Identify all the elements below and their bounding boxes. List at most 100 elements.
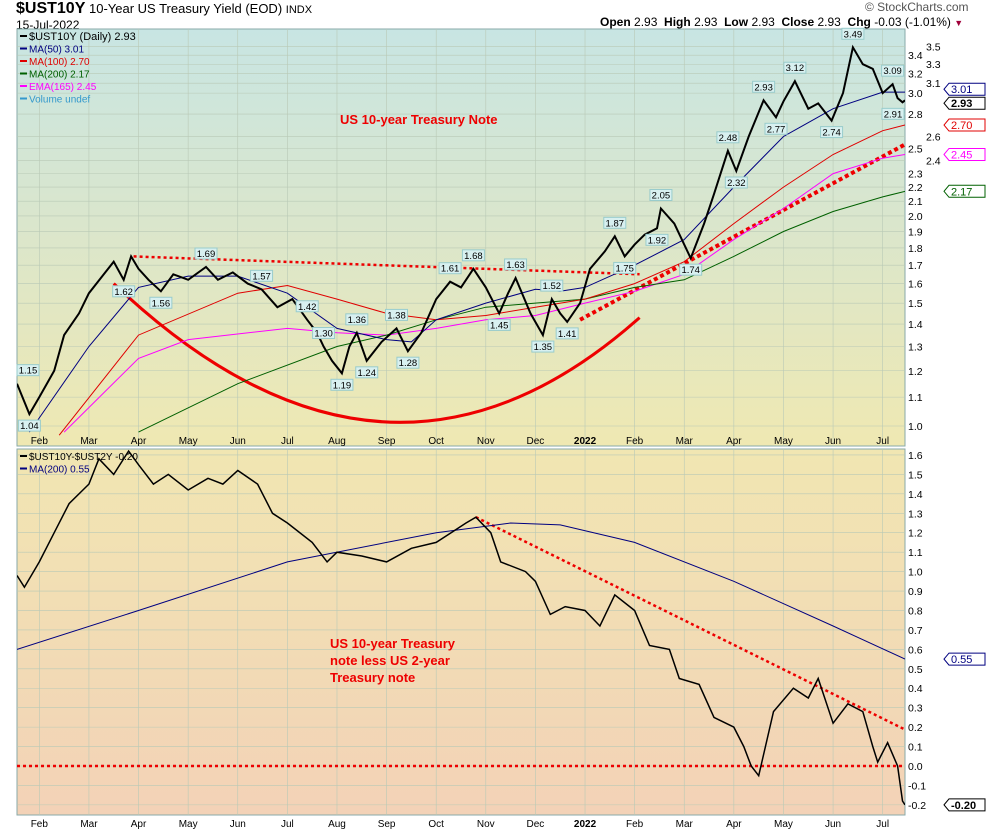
x-tick-label: Apr [726,819,742,830]
open-label: Open [600,15,631,29]
legend-entry: MA(100) 2.70 [29,57,90,68]
point-label: 1.63 [506,260,525,271]
point-label: 1.92 [648,235,667,246]
value-tag [943,652,986,666]
annotation-text: Treasury note [330,670,415,685]
y-tick-label: -0.1 [908,780,926,792]
chg-label: Chg [847,15,871,29]
x-tick-label: Feb [31,436,49,447]
value-tag-label: 2.17 [951,186,972,198]
point-label: 2.91 [884,109,903,120]
point-label: 1.69 [197,249,216,260]
y-tick-label: 3.1 [926,78,941,90]
point-label: 1.35 [534,342,553,353]
point-label-box [540,279,564,292]
panel-1-plot [17,44,905,436]
legend-entry: Volume undef [29,95,90,106]
legend-entry: EMA(165) 2.45 [29,82,97,93]
point-label-box [345,313,369,326]
point-label-box [487,318,511,331]
x-tick-label: Jul [876,436,889,447]
y-tick-label: 3.5 [926,41,941,53]
series--ust10y-ust2y [17,449,905,806]
chg-value: -0.03 (-1.01%) [874,15,951,29]
x-tick-label: May [774,436,793,447]
x-tick-label: Jul [281,819,294,830]
x-tick-label: Nov [477,436,495,447]
y-tick-label: 1.6 [908,279,923,291]
point-label: 2.77 [767,124,786,135]
point-label: 2.74 [822,128,841,139]
trend-line [475,516,905,731]
x-tick-label: Feb [31,819,49,830]
point-label: 1.19 [333,380,352,391]
x-tick-label: 2022 [574,819,597,830]
point-label-box [330,378,354,391]
legend-entry: MA(50) 3.01 [29,45,84,56]
value-tag-label: -0.20 [951,800,976,812]
point-label: 2.48 [719,133,738,144]
y-tick-label: 3.2 [908,69,923,81]
panel-2-plot [17,449,905,806]
x-tick-label: Jun [825,436,841,447]
x-tick-label: Feb [626,819,644,830]
value-tag-label: 0.55 [951,654,972,666]
x-tick-label: 2022 [574,436,597,447]
point-label-box [881,107,905,120]
point-label-box [613,261,637,274]
point-label-box [764,122,788,135]
point-label-box [396,356,420,369]
ohlc-readout: Open 2.93 High 2.93 Low 2.93 Close 2.93 … [600,15,963,29]
point-label: 2.32 [727,178,746,189]
point-label-box [149,296,173,309]
low-label: Low [724,15,749,29]
close-value: 2.93 [817,15,841,29]
x-tick-label: Jun [230,819,246,830]
y-tick-label: 3.0 [908,88,923,100]
y-tick-label: 1.0 [908,567,923,579]
saucer-arc [112,282,641,424]
point-label: 1.15 [19,366,38,377]
y-tick-label: 2.4 [926,156,941,168]
series-ma-200- [17,522,905,660]
value-tag-label: 2.93 [951,98,972,110]
y-tick-label: 3.4 [908,50,923,62]
point-label: 1.87 [606,218,625,229]
point-label: 3.12 [786,63,805,74]
x-tick-label: Apr [131,819,147,830]
point-label: 3.49 [844,29,863,40]
y-tick-label: 1.9 [908,227,923,239]
symbol: $UST10Y [16,0,86,17]
y-tick-label: 1.3 [908,508,923,520]
point-label-box [504,258,528,271]
y-tick-label: 3.3 [926,59,941,71]
exchange: INDX [285,4,313,16]
point-label: 1.75 [615,263,634,274]
point-label: 1.52 [543,281,562,292]
x-tick-label: Mar [676,819,694,830]
panel-1-background [16,28,906,447]
point-label-box [603,216,627,229]
y-tick-label: 0.4 [908,683,923,695]
point-label: 2.05 [652,190,671,201]
y-tick-label: 0.3 [908,703,923,715]
point-label-box [752,80,776,93]
point-label: 1.68 [464,251,483,262]
open-value: 2.93 [634,15,658,29]
y-tick-label: 1.6 [908,450,923,462]
x-tick-label: May [179,819,198,830]
y-tick-label: 2.1 [908,196,923,208]
y-tick-label: 1.1 [908,547,923,559]
value-tag [943,184,986,198]
close-label: Close [781,15,815,29]
point-label: 1.74 [681,265,700,276]
y-tick-label: 1.0 [908,421,923,433]
y-tick-label: 2.2 [908,182,923,194]
point-label-box [881,64,905,77]
chart-date: 15-Jul-2022 [16,18,80,32]
point-label-box [250,269,274,282]
panel-2-background [16,448,906,816]
point-label: 1.45 [490,320,509,331]
legend-entry: $UST10Y-$UST2Y -0.20 [29,452,138,463]
point-label: 1.24 [357,368,376,379]
